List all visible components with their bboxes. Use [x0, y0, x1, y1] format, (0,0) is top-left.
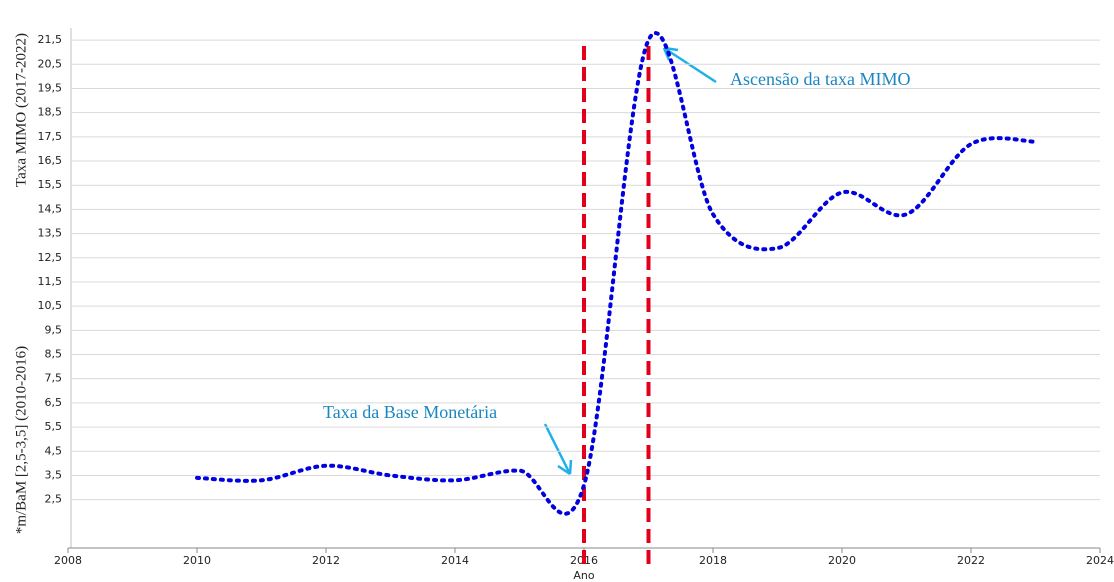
x-tick-label: 2018 — [699, 554, 727, 567]
y-tick-label: 2,5 — [45, 493, 63, 506]
y-tick-label: 14,5 — [38, 202, 63, 215]
x-tick-label: 2022 — [957, 554, 985, 567]
y-tick-label: 13,5 — [38, 227, 63, 240]
y-tick-label: 16,5 — [38, 154, 63, 167]
y-tick-label: 11,5 — [38, 275, 63, 288]
y-tick-label: 3,5 — [45, 468, 63, 481]
x-tick-label: 2024 — [1086, 554, 1114, 567]
y-tick-label: 4,5 — [45, 444, 63, 457]
y-axis-label: *m/BaM [2,5-3,5] (2010-2016) — [13, 346, 29, 534]
annotation: Taxa da Base Monetária — [323, 402, 497, 422]
y-tick-label: 21,5 — [38, 33, 63, 46]
annotation-arrow — [543, 46, 717, 476]
y-tick-label: 12,5 — [38, 251, 63, 264]
y-tick-label: 7,5 — [45, 372, 63, 385]
y-tick-label: 18,5 — [38, 106, 63, 119]
y-tick-label: 17,5 — [38, 130, 63, 143]
y-tick-label: 19,5 — [38, 81, 63, 94]
x-tick-label: 2020 — [828, 554, 856, 567]
y-tick-label: 20,5 — [38, 57, 63, 70]
y-tick-label: 10,5 — [38, 299, 63, 312]
x-axis-label: Ano — [573, 569, 594, 582]
x-tick-label: 2008 — [54, 554, 82, 567]
annotation: Ascensão da taxa MIMO — [730, 69, 910, 89]
y-tick-label: 15,5 — [38, 178, 63, 191]
y-tick-label: 9,5 — [45, 323, 63, 336]
y-axis-label: Taxa MIMO (2017-2022) — [13, 33, 29, 187]
y-tick-label: 5,5 — [45, 420, 63, 433]
line-series — [195, 31, 1038, 516]
y-tick-label: 6,5 — [45, 396, 63, 409]
x-tick-label: 2012 — [312, 554, 340, 567]
x-tick-label: 2014 — [441, 554, 469, 567]
x-tick-label: 2010 — [183, 554, 211, 567]
y-tick-label: 8,5 — [45, 348, 63, 361]
